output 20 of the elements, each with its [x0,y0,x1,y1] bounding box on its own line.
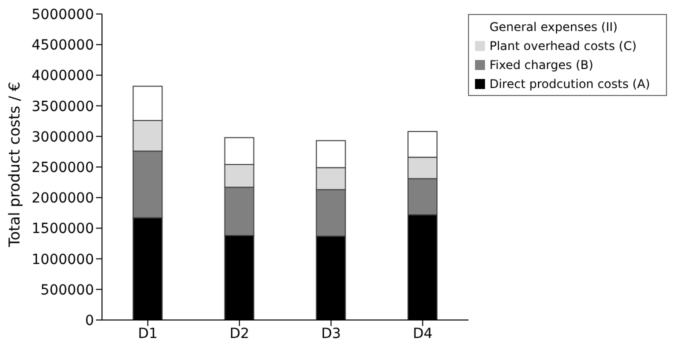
legend-label: Direct prodcution costs (A) [489,77,650,91]
y-tick-label: 1500000 [32,221,94,238]
y-tick-label: 1000000 [32,252,94,268]
y-tick-label: 3500000 [32,98,94,115]
text: General expenses (II) [489,20,618,34]
y-tick-label: 500000 [40,282,94,298]
y-tick-label: 0 [85,312,94,329]
y-tick-label: 4000000 [32,68,94,84]
y-tick-label: 2500000 [32,160,94,176]
y-tick-label: 3000000 [32,129,94,146]
y-tick-label: 5000000 [32,6,94,23]
y-tick-label: 2000000 [32,190,94,207]
x-tick-label: D3 [321,326,341,342]
x-tick-label: D4 [412,326,433,342]
x-tick-label: D1 [138,326,158,342]
y-tick-label: 4500000 [32,38,94,54]
x-tick-label: D2 [230,326,250,342]
legend-label: Fixed charges (B) [489,58,594,72]
legend-label: Plant overhead costs (C) [489,39,637,53]
y-axis-title: Total product costs / € [5,82,24,248]
